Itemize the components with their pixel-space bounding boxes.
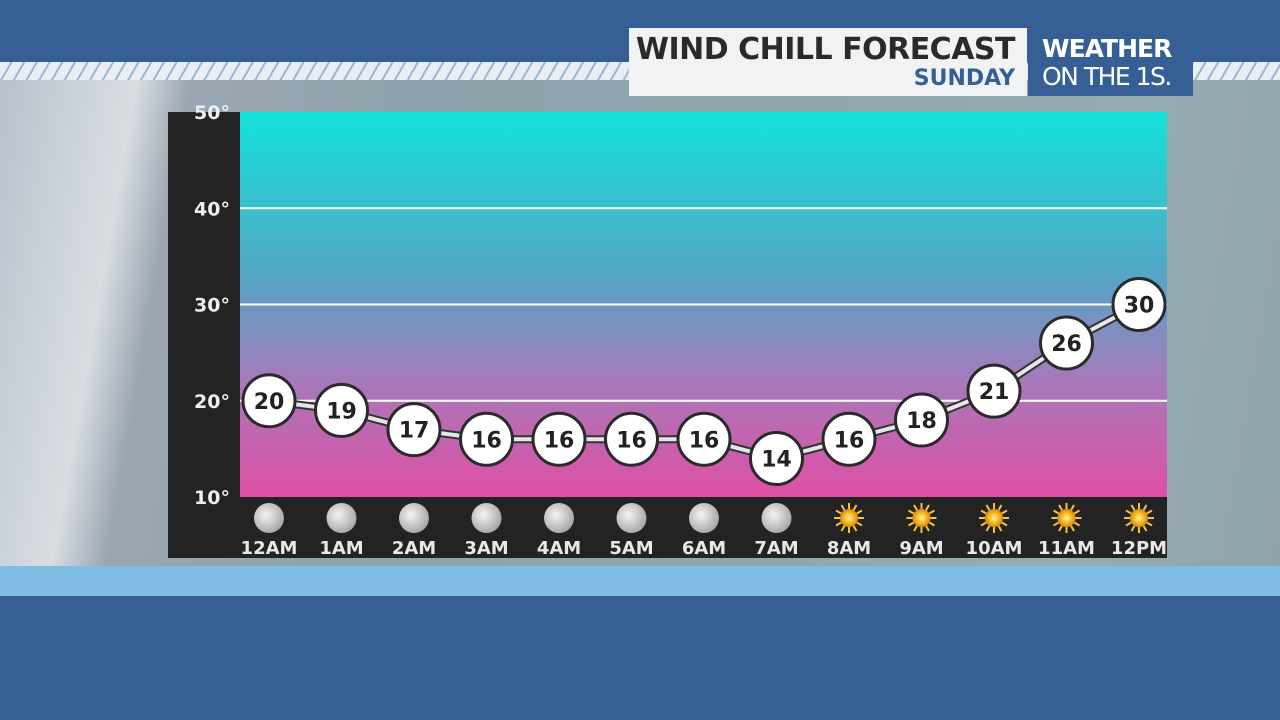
chart-subtitle: SUNDAY [913, 66, 1015, 91]
data-point [241, 373, 297, 429]
data-label: 18 [906, 409, 937, 434]
data-label: 26 [1051, 332, 1082, 357]
x-tick-label: 2AM [392, 538, 436, 559]
x-tick-label: 1AM [319, 538, 363, 559]
data-point [749, 431, 804, 486]
data-label: 17 [399, 419, 430, 444]
data-point [676, 411, 732, 467]
x-tick-label: 8AM [827, 538, 871, 559]
moon-icon [544, 503, 574, 533]
y-tick-label: 20° [194, 391, 230, 413]
x-tick-label: 9AM [899, 538, 943, 559]
x-tick-label: 4AM [537, 538, 581, 559]
data-point [386, 402, 442, 458]
data-label: 30 [1124, 294, 1155, 319]
data-point [459, 411, 514, 467]
y-tick-label: 40° [194, 198, 230, 220]
moon-icon [326, 503, 357, 533]
moon-icon [761, 503, 792, 533]
data-label: 16 [834, 428, 865, 453]
x-tick-label: 3AM [464, 538, 508, 559]
sun-icon [906, 503, 937, 533]
moon-icon [399, 503, 429, 533]
x-tick-label: 12AM [241, 538, 298, 559]
moon-icon [616, 503, 647, 533]
data-label: 16 [689, 428, 720, 453]
data-label: 20 [254, 390, 285, 415]
x-tick-label: 10AM [966, 538, 1023, 559]
brand-line2: ON THE 1S. [1042, 62, 1172, 91]
moon-icon [471, 503, 502, 533]
sun-icon [1051, 503, 1082, 533]
moon-icon [254, 503, 284, 533]
data-point [314, 382, 369, 438]
y-tick-label: 30° [194, 295, 230, 317]
data-label: 14 [761, 448, 792, 473]
chart-title: WIND CHILL FORECAST [635, 32, 1016, 67]
lower-band [0, 566, 1280, 596]
data-label: 19 [326, 399, 357, 424]
data-point [821, 411, 877, 467]
y-tick-label: 50° [194, 102, 230, 124]
data-point [1111, 277, 1167, 332]
data-point [894, 392, 949, 448]
x-tick-label: 7AM [754, 538, 798, 559]
brand-logo: WEATHER ON THE 1S. [1028, 28, 1193, 96]
data-label: 21 [979, 380, 1010, 405]
data-label: 16 [544, 428, 575, 453]
sun-icon [1124, 503, 1154, 533]
x-tick-label: 11AM [1038, 538, 1095, 559]
data-label: 16 [471, 428, 502, 453]
data-point [1039, 315, 1094, 371]
sun-icon [834, 503, 864, 533]
data-point [604, 411, 659, 467]
brand-line1: WEATHER [1042, 34, 1172, 63]
x-tick-label: 5AM [609, 538, 653, 559]
data-point [966, 363, 1022, 419]
title-box: WIND CHILL FORECAST SUNDAY [629, 28, 1027, 96]
y-tick-label: 10° [194, 487, 230, 509]
data-point [531, 411, 587, 467]
x-tick-label: 12PM [1111, 538, 1167, 559]
sun-icon [979, 503, 1009, 533]
data-label: 16 [616, 428, 647, 453]
lower-bar [0, 596, 1280, 720]
x-tick-label: 6AM [682, 538, 726, 559]
moon-icon [689, 503, 719, 533]
